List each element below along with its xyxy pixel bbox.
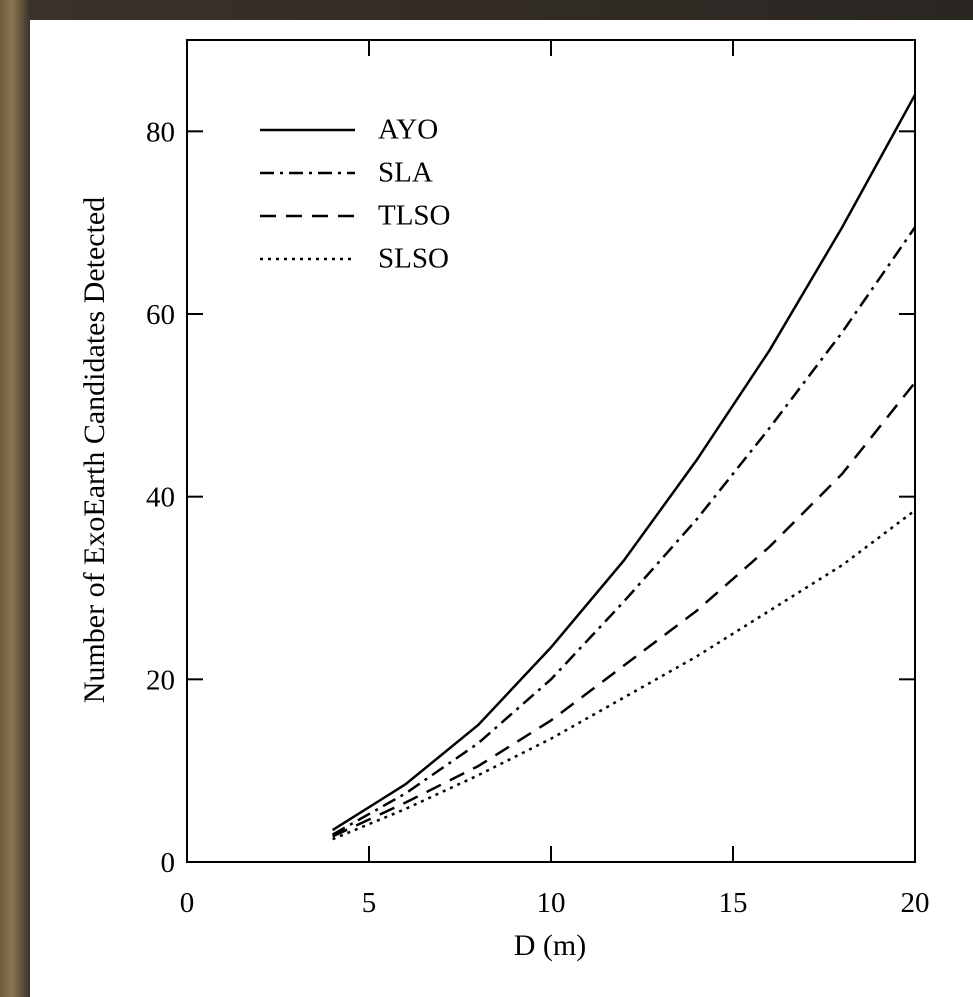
legend-label: SLA — [378, 157, 433, 189]
y-tick-label: 80 — [146, 116, 175, 148]
series-line — [332, 509, 916, 841]
series-line — [332, 381, 916, 838]
x-tick-label: 10 — [537, 887, 566, 919]
x-tick-label: 5 — [362, 887, 377, 919]
legend-label: SLSO — [378, 243, 449, 275]
x-tick-label: 0 — [180, 887, 195, 919]
series-line — [331, 226, 917, 836]
legend-label: AYO — [378, 114, 438, 146]
x-tick-label: 20 — [901, 887, 930, 919]
x-tick-label: 15 — [719, 887, 748, 919]
y-tick-label: 0 — [161, 847, 176, 879]
y-tick-label: 60 — [146, 299, 175, 331]
y-axis-label: Number of ExoEarth Candidates Detected — [78, 197, 111, 703]
x-axis-label: D (m) — [514, 929, 586, 962]
legend-label: TLSO — [378, 200, 451, 232]
series-line — [331, 94, 917, 832]
y-tick-label: 20 — [146, 664, 175, 696]
y-tick-label: 40 — [146, 482, 175, 514]
